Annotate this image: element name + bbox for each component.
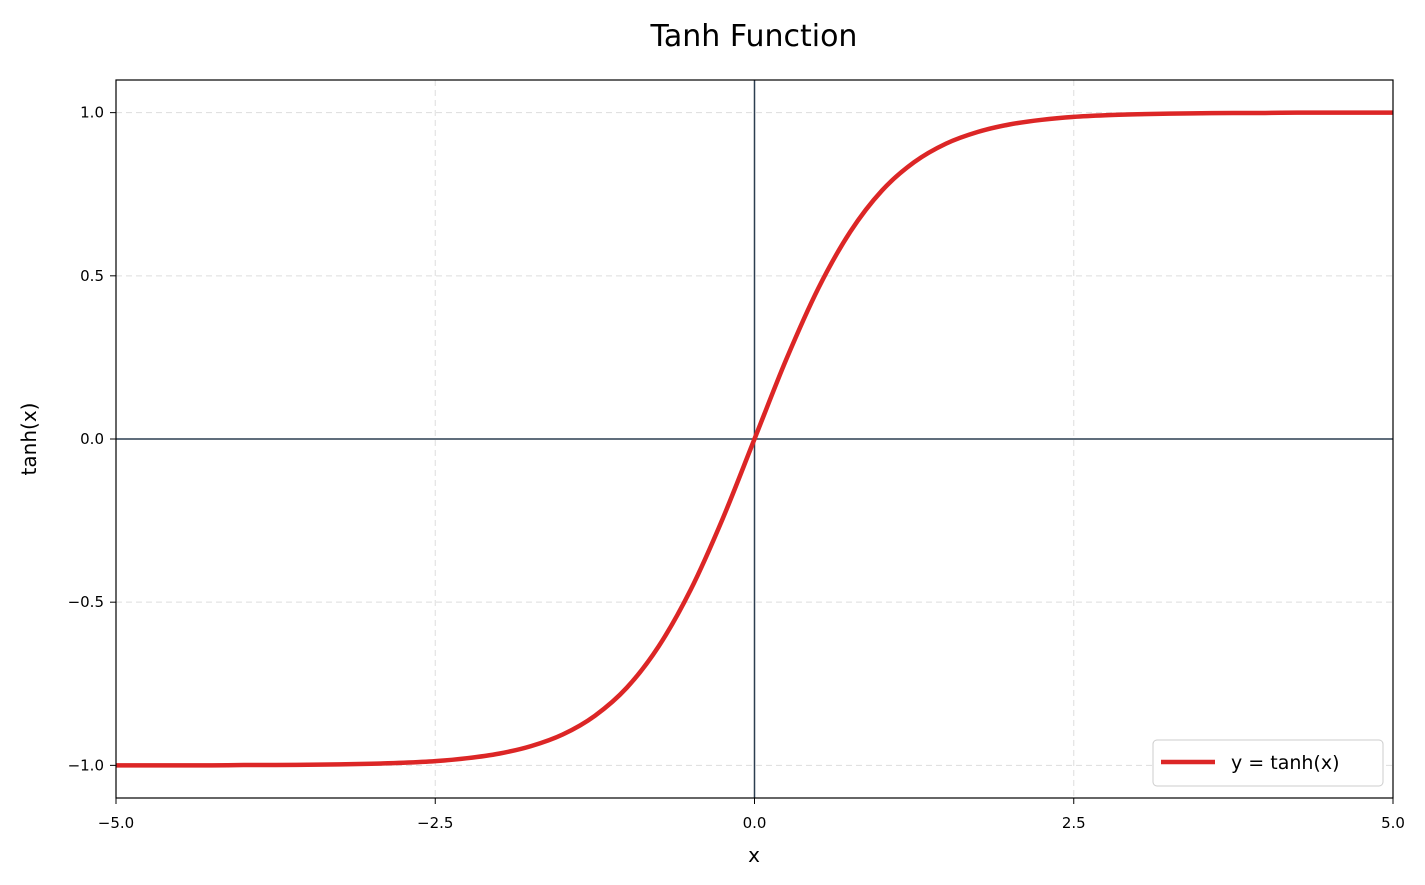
legend-label: y = tanh(x) <box>1231 752 1340 774</box>
line <box>116 110 1393 768</box>
y-tick-label: −1.0 <box>68 756 104 774</box>
legend-box <box>1152 739 1384 787</box>
y-axis-label: tanh(x) <box>17 403 41 476</box>
y-tick-label: 0.5 <box>80 267 104 285</box>
y-tick-label: 0.0 <box>80 430 104 448</box>
x-tick-label: −5.0 <box>98 814 134 832</box>
chart-title: Tanh Function <box>650 19 858 54</box>
y-tick-label: −0.5 <box>68 593 104 611</box>
plot-frame <box>115 79 1394 799</box>
x-tick-label: 0.0 <box>743 814 767 832</box>
x-axis-label: x <box>748 843 760 867</box>
x-tick-label: 5.0 <box>1381 814 1405 832</box>
legend: y = tanh(x) <box>1152 739 1384 787</box>
x-tick-label: 2.5 <box>1062 814 1086 832</box>
y-tick-label: 1.0 <box>80 104 104 122</box>
x-tick-label: −2.5 <box>417 814 453 832</box>
